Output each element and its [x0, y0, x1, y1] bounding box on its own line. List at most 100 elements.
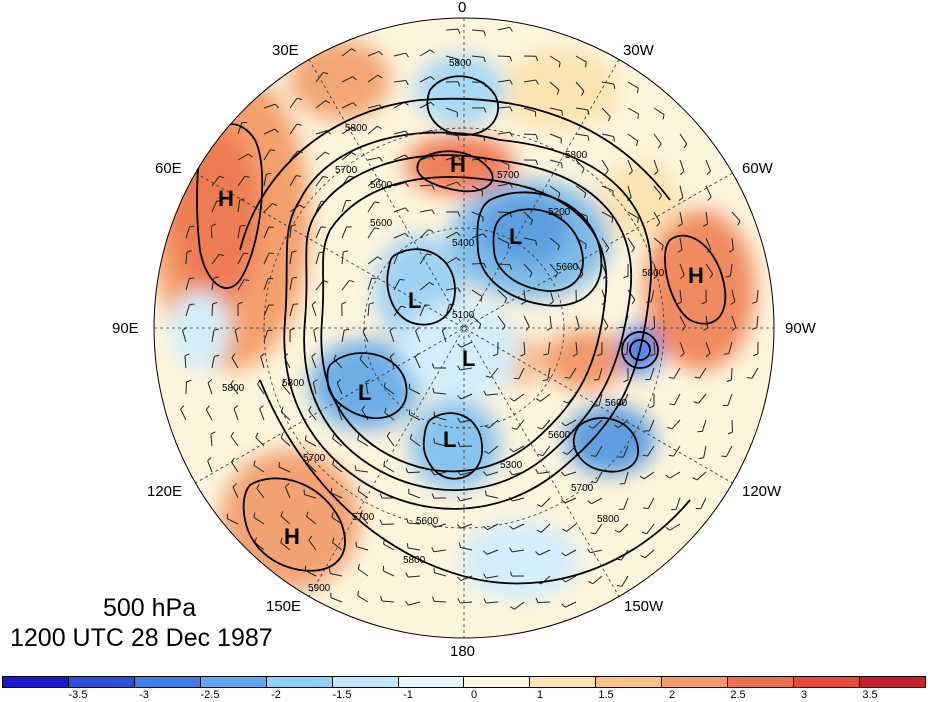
wind-barb-flag	[213, 276, 219, 279]
colorbar-tick-label: -1.5	[332, 689, 352, 701]
wind-barb-flag	[631, 299, 636, 305]
wind-barb	[699, 367, 707, 379]
pressure-level-caption: 500 hPa	[103, 594, 197, 622]
wind-barb	[541, 497, 551, 507]
wind-barb-flag	[529, 272, 533, 278]
wind-barb	[471, 315, 482, 325]
wind-barb-flag	[357, 434, 360, 440]
wind-barb	[315, 252, 320, 265]
wind-barb-flag	[359, 510, 363, 516]
wind-barb-flag	[668, 377, 675, 379]
wind-barb-flag	[698, 457, 704, 460]
wind-barb-flag	[457, 287, 461, 293]
wind-barb	[367, 278, 373, 291]
wind-barb	[260, 356, 265, 369]
wind-barb	[408, 522, 421, 525]
wind-barb	[237, 175, 246, 187]
wind-barb-flag	[383, 382, 386, 388]
timestamp-caption: 1200 UTC 28 Dec 1987	[10, 624, 273, 652]
wind-barb	[210, 434, 213, 447]
wind-barb	[460, 523, 473, 529]
wind-barb	[647, 445, 655, 457]
wind-barb-flag	[431, 156, 435, 161]
wind-barb-flag	[658, 195, 662, 200]
wind-barb-flag	[614, 424, 619, 428]
wind-barb-flag	[678, 197, 684, 201]
wind-barb	[393, 154, 406, 161]
wind-barb	[673, 445, 681, 457]
contour-label: 5700	[571, 483, 594, 494]
wind-barb-flag	[377, 177, 382, 182]
wind-barb-flag	[405, 182, 409, 187]
wind-barb	[414, 356, 421, 369]
wind-barb	[513, 445, 525, 453]
wind-barb-flag	[232, 483, 237, 488]
wind-barb	[419, 49, 431, 57]
contour-label: 5600	[548, 430, 571, 441]
wind-barb-flag	[509, 470, 513, 476]
wind-barb-flag	[535, 240, 537, 246]
wind-barb-flag	[562, 528, 567, 532]
wind-barb-flag	[351, 126, 357, 131]
wind-barb	[497, 26, 510, 31]
wind-barb-flag	[537, 426, 543, 430]
wind-barb	[263, 226, 270, 239]
wind-barb-flag	[705, 352, 711, 357]
wind-barb	[315, 280, 324, 291]
wind-barb-flag	[483, 57, 486, 63]
wind-barb-flag	[333, 354, 337, 360]
wind-barb-flag	[677, 249, 683, 253]
lon-label-30e: 30E	[272, 42, 299, 59]
wind-barb	[367, 50, 380, 57]
wind-barb	[679, 237, 683, 250]
wind-barb	[673, 393, 681, 405]
wind-barb	[233, 408, 239, 421]
wind-barb	[237, 226, 241, 239]
wind-barb	[621, 575, 629, 587]
wind-barb-flag	[535, 56, 539, 62]
wind-barb	[564, 471, 577, 477]
wind-barb-flag	[642, 454, 648, 457]
wind-barb	[278, 466, 291, 473]
wind-barb	[434, 471, 447, 476]
wind-barb	[653, 133, 662, 144]
contour-label: 5800	[222, 383, 245, 394]
wind-barb	[234, 330, 239, 343]
wind-barb	[357, 439, 369, 447]
wind-barb	[315, 129, 328, 135]
wind-barb	[549, 263, 559, 274]
wind-barb-flag	[304, 435, 307, 441]
wind-barb-flag	[530, 220, 534, 226]
wind-barb	[289, 278, 293, 291]
wind-barb	[231, 357, 239, 369]
wind-barb-flag	[184, 353, 190, 357]
wind-barb	[434, 523, 447, 528]
wind-barb	[460, 471, 473, 476]
wind-barb-flag	[457, 417, 461, 423]
wind-barb-flag	[680, 274, 685, 279]
wind-barb	[207, 382, 213, 395]
wind-barb	[512, 497, 525, 502]
wind-barb	[627, 81, 639, 89]
wind-barb-flag	[405, 80, 409, 86]
wind-barb	[445, 55, 458, 60]
wind-barb	[653, 185, 662, 196]
wind-barb-flag	[256, 483, 260, 489]
wind-barb-flag	[244, 175, 250, 178]
wind-barb	[382, 600, 395, 603]
wind-barb	[263, 330, 268, 343]
wind-barb	[653, 341, 656, 355]
wind-barb-flag	[585, 62, 587, 68]
wind-barb	[383, 386, 395, 395]
wind-barb	[497, 315, 506, 326]
wind-barb	[460, 367, 473, 371]
wind-barb-flag	[653, 275, 658, 279]
wind-barb-flag	[637, 113, 639, 119]
wind-barb-flag	[693, 401, 699, 404]
wind-barb	[433, 600, 447, 603]
wind-barb	[393, 130, 406, 135]
wind-barb-flag	[349, 279, 355, 283]
wind-barb-flag	[377, 74, 383, 79]
wind-barb	[308, 410, 317, 421]
lon-label-150w: 150W	[624, 598, 664, 615]
